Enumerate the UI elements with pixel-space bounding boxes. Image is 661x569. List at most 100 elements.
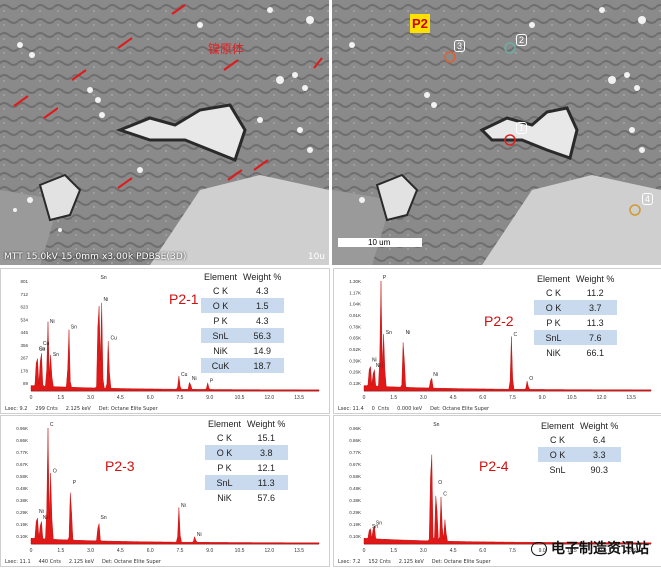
point-label-4: 4 [642, 193, 654, 205]
x-tick-label: 9.0 [539, 395, 546, 401]
table-row: C K 4.3 [201, 283, 285, 298]
table-row: CuK 18.7 [201, 358, 285, 373]
p2-badge: P2 [410, 14, 430, 33]
table-header-weight: Weight % [244, 418, 289, 430]
peak-label: P [210, 378, 214, 384]
spectrum-label: P2-2 [484, 313, 514, 329]
y-tick-label: 0.48K [349, 486, 361, 491]
peak-label: Cu [43, 341, 50, 347]
watermark: 电子制造资讯站 [531, 538, 649, 558]
x-tick-label: 1.5 [390, 548, 397, 554]
table-row: C K 6.4 [538, 432, 622, 447]
table-row: C K 15.1 [205, 430, 289, 445]
y-tick-label: 0.52K [349, 347, 361, 352]
x-tick-label: 7.5 [176, 395, 183, 401]
peak-label: Sn [376, 521, 382, 527]
peak-label: O [438, 480, 442, 486]
y-tick-label: 0.10K [16, 534, 28, 539]
y-tick-label: 0.96K [349, 426, 361, 431]
peak-label: Sn [372, 524, 378, 530]
spectrum-footer: Lsec: 9.2 299 Cnts 2.125 keV Det: Octane… [5, 406, 158, 412]
table-row: P K 4.3 [201, 313, 285, 328]
table-row: C K 11.2 [534, 285, 618, 300]
y-tick-label: 0.91K [349, 313, 361, 318]
peak-label: Sn [53, 352, 59, 358]
table-row: NiK 66.1 [534, 345, 618, 360]
y-tick-label: 0.13K [349, 381, 361, 386]
point-label-3: 3 [454, 40, 466, 52]
peak-label: Ni [197, 532, 202, 538]
y-tick-label: 0.86K [349, 438, 361, 443]
y-tick-label: 356 [20, 343, 28, 348]
y-tick-label: 267 [20, 356, 28, 361]
x-tick-label: 12.0 [264, 395, 274, 401]
y-tick-label: 0.29K [349, 510, 361, 515]
x-tick-label: 3.0 [87, 548, 94, 554]
peak-label: Ni [104, 297, 109, 303]
point-label-1: 1 [516, 122, 528, 134]
x-tick-label: 0 [30, 395, 33, 401]
y-tick-label: 0.38K [16, 498, 28, 503]
x-tick-label: 13.5 [626, 395, 636, 401]
y-tick-label: 0.10K [349, 534, 361, 539]
x-tick-label: 12.0 [597, 548, 607, 554]
spectrum-label: P2-1 [169, 291, 199, 307]
table-row: O K 3.3 [538, 447, 622, 462]
x-tick-label: 9.0 [206, 548, 213, 554]
y-tick-label: 0.38K [349, 498, 361, 503]
annotation-label: 镍原体 [208, 42, 245, 56]
wechat-icon [531, 542, 547, 556]
point-marker-2 [504, 42, 516, 54]
x-tick-label: 1.5 [390, 395, 397, 401]
y-tick-label: 0.29K [16, 510, 28, 515]
peak-label: Cu [181, 372, 188, 378]
peak-label: Cu [110, 336, 117, 342]
table-row: O K 3.8 [205, 445, 289, 460]
peak-label: Cu [39, 347, 46, 353]
table-row: SnL 7.6 [534, 330, 618, 345]
spectrum-trace [363, 280, 652, 392]
y-tick-label: 0.67K [349, 462, 361, 467]
spectrum-panel-p2-1: 801 712 623 534 445 356 267 178 89 0 1.5 3.0 4.5 6.0 7… [0, 268, 330, 414]
peak-label: Sn [386, 330, 392, 336]
element-table: Element Weight % C K 4.3 O K 1.5 P K 4.3 SnL… [201, 271, 285, 373]
y-tick-label: 0.65K [349, 336, 361, 341]
peak-label: P [73, 480, 77, 486]
y-tick-label: 0.58K [16, 474, 28, 479]
spectrum-panel-p2-4: 0.96K 0.86K 0.77K 0.67K 0.58K 0.48K 0.38K 0.29K… [333, 415, 661, 567]
spectrum-label: P2-3 [105, 458, 135, 474]
y-tick-label: 623 [20, 305, 28, 310]
x-tick-label: 10.5 [235, 548, 245, 554]
peak-label: Sn [71, 325, 77, 331]
y-tick-label: 712 [20, 292, 28, 297]
y-tick-label: 0.58K [349, 474, 361, 479]
spectrum-footer: Lsec: 7.2 152 Cnts 2.125 keV Det: Octane… [338, 559, 491, 565]
x-tick-label: 6.0 [147, 395, 154, 401]
x-tick-label: 3.0 [87, 395, 94, 401]
sem-image-left: 镍原体 MTT 15.0kV 15.0mm x3.00k PDBSE(3D) 1… [0, 0, 329, 265]
table-row: NiK 57.6 [205, 490, 289, 505]
element-table: Element Weight % C K 15.1 O K 3.8 P K 12.1 S… [205, 418, 289, 505]
y-tick-label: 89 [23, 381, 29, 386]
table-row: SnL 11.3 [205, 475, 289, 490]
point-label-2: 2 [516, 34, 528, 46]
point-marker-3 [444, 51, 456, 63]
x-tick-label: 0 [363, 548, 366, 554]
peak-label: Sn [101, 515, 107, 521]
scalebar-text: 10 um [368, 238, 391, 247]
x-tick-label: 3.0 [420, 548, 427, 554]
peak-label: Ni [181, 503, 186, 509]
spectrum-panel-p2-3: 0.96K 0.86K 0.77K 0.67K 0.58K 0.48K 0.38K 0.29K… [0, 415, 330, 567]
y-tick-label: 801 [20, 279, 28, 284]
y-tick-label: 0.86K [16, 438, 28, 443]
table-header-weight: Weight % [573, 273, 618, 285]
spectrum-footer: Lsec: 11.1 440 Cnts 2.125 keV Det: Octan… [5, 559, 161, 565]
x-tick-label: 10.5 [235, 395, 245, 401]
x-tick-label: 1.5 [57, 395, 64, 401]
sem-image-right: P2 3 2 1 4 10 um [332, 0, 661, 265]
sem-texture-right [332, 0, 661, 265]
y-tick-label: 1.30K [349, 279, 361, 284]
sem-caption-right: 10u [307, 252, 325, 262]
x-tick-label: 13.5 [294, 395, 304, 401]
table-header-weight: Weight % [577, 420, 622, 432]
